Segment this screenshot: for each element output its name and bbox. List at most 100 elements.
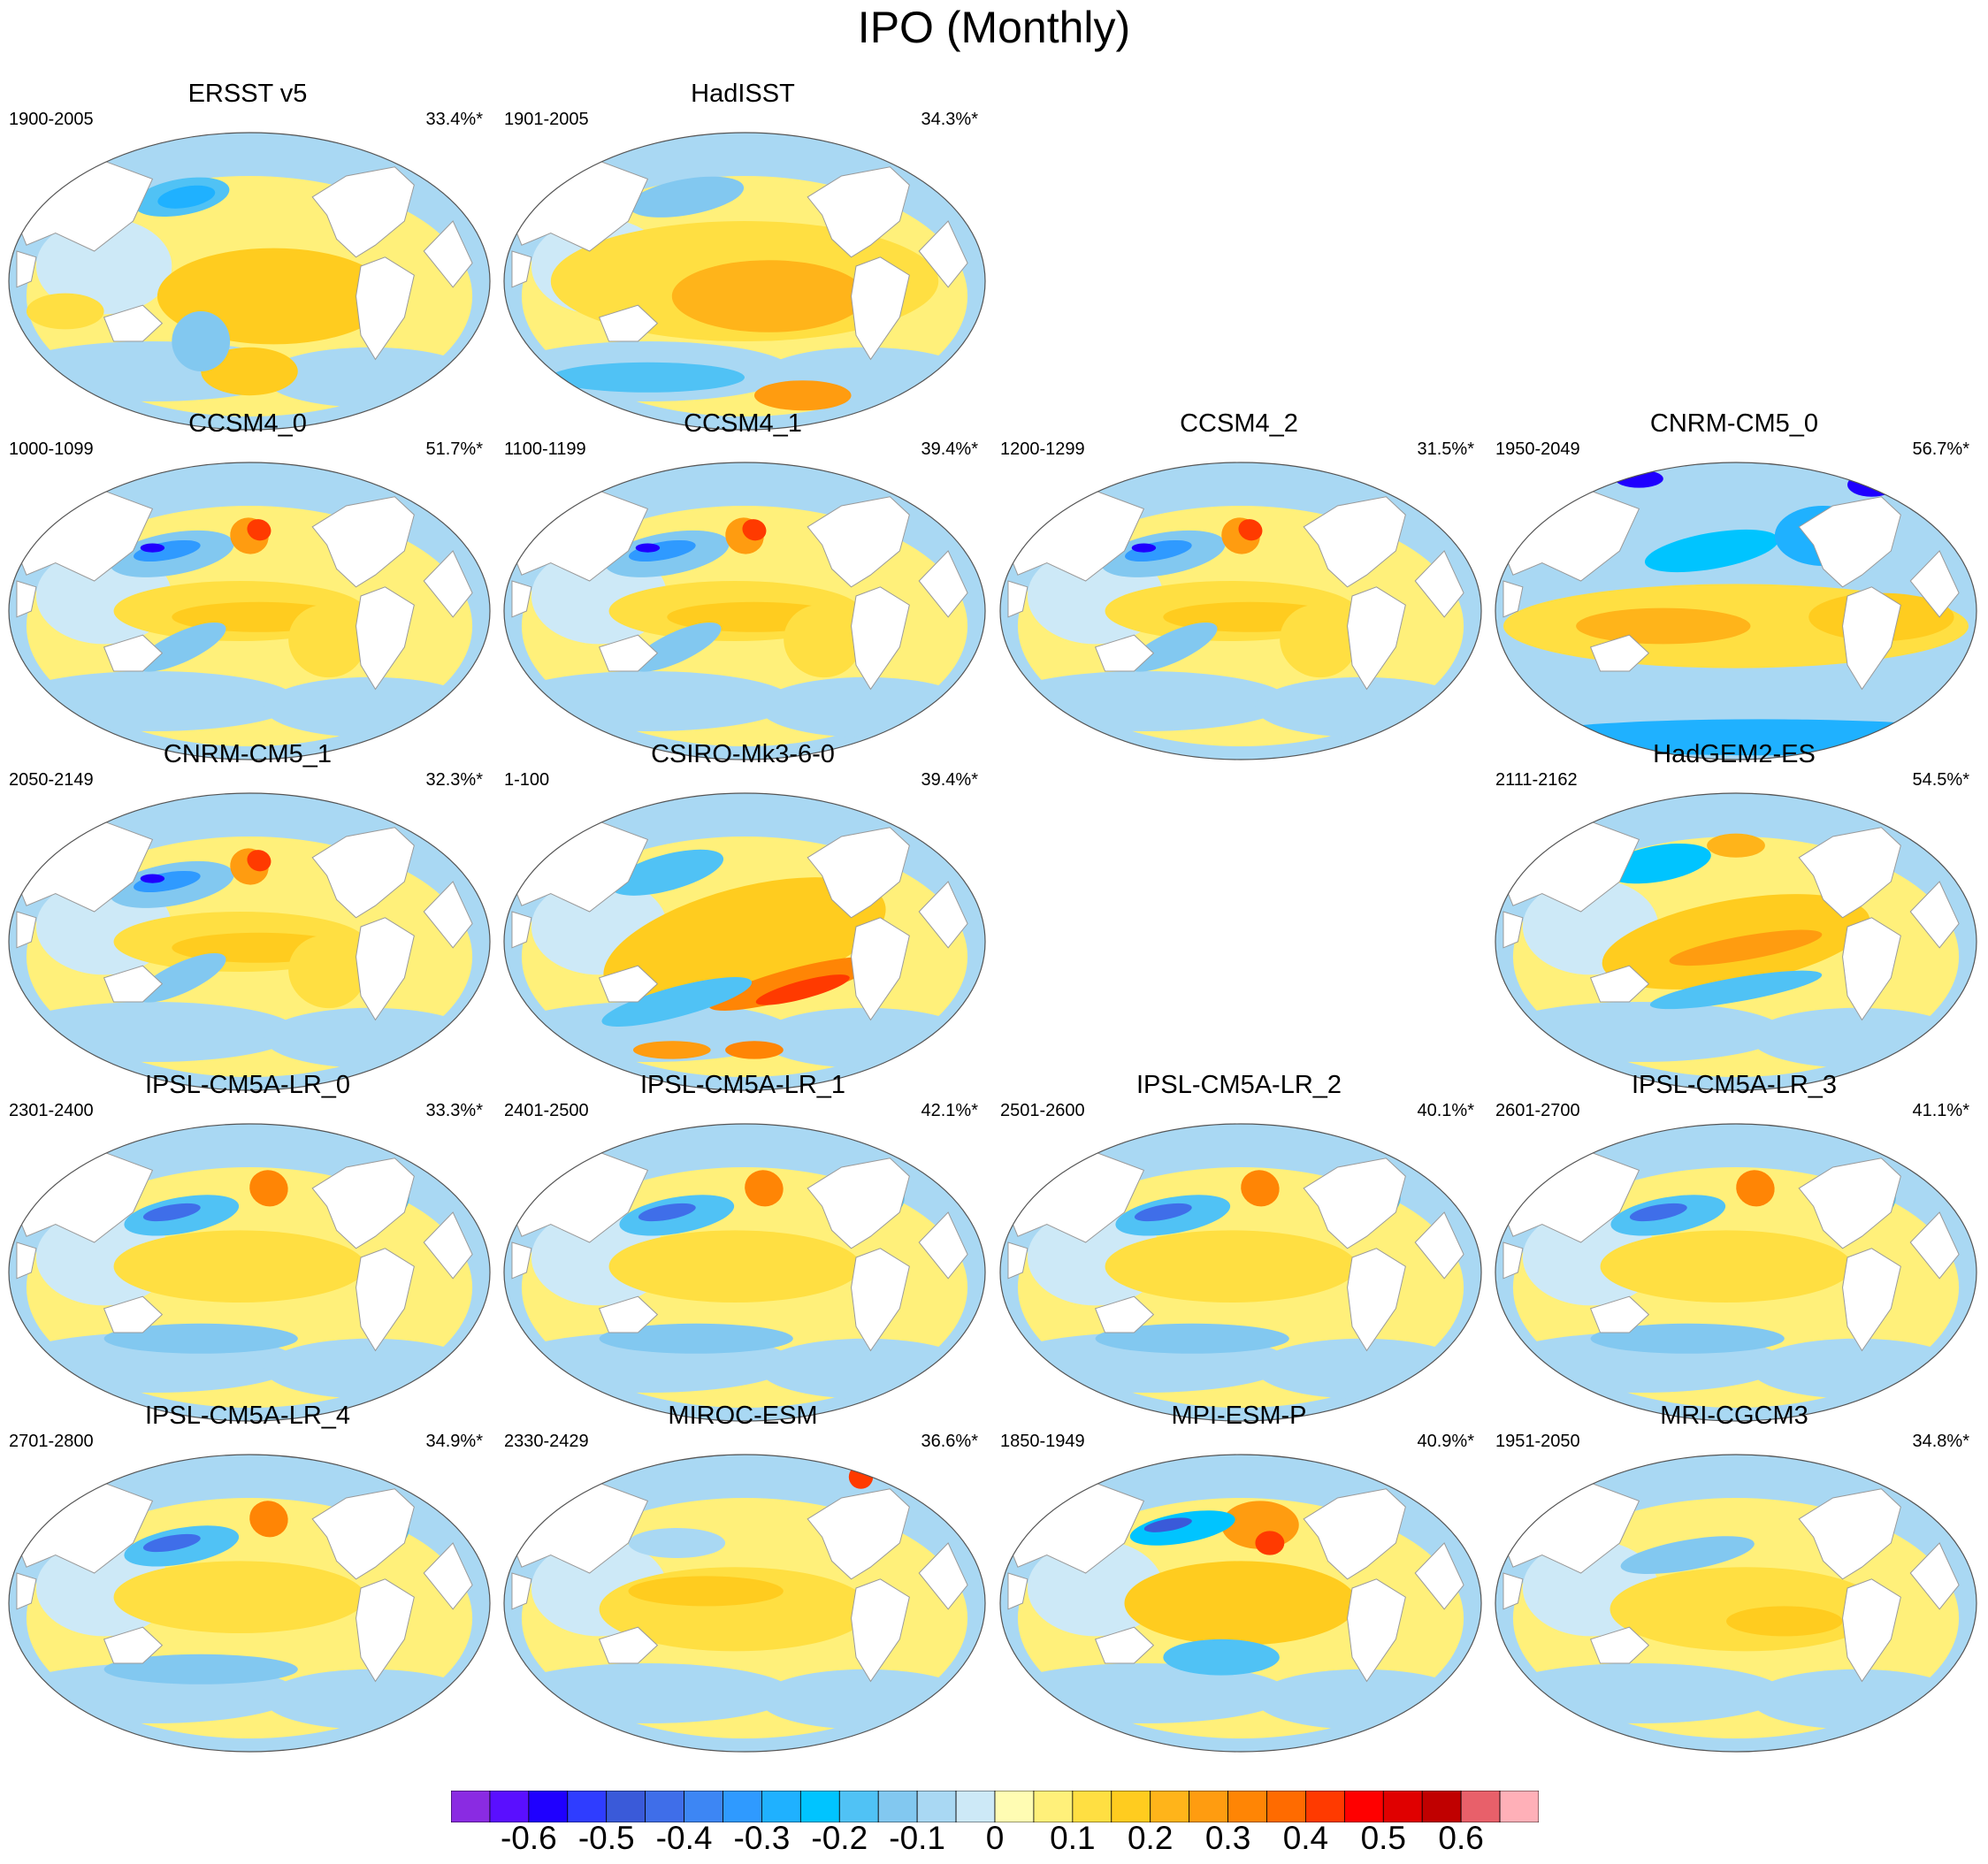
anomaly-contour — [288, 935, 366, 1009]
anomaly-contour — [1736, 1170, 1775, 1207]
anomaly-contour — [247, 519, 271, 541]
anomaly-contour — [628, 1528, 726, 1558]
colorbar-swatch — [567, 1791, 608, 1822]
anomaly-contour — [848, 1464, 874, 1489]
anomaly-contour — [1615, 470, 1663, 488]
landmass — [103, 634, 164, 672]
panel-period: 1900-2005 — [9, 110, 94, 129]
landmass — [103, 965, 164, 1003]
panel-title: HadISST — [691, 80, 795, 108]
colorbar-swatch — [877, 1791, 918, 1822]
anomaly-contour — [113, 1230, 366, 1303]
landmass — [1094, 1626, 1155, 1664]
landmass — [851, 1248, 910, 1352]
panel-title: CCSM4_2 — [1180, 409, 1298, 438]
colorbar-swatch — [1150, 1791, 1190, 1822]
map-svg — [999, 1454, 1482, 1753]
landmass — [1842, 917, 1901, 1021]
map-border — [1495, 1454, 1977, 1753]
map-svg — [8, 132, 491, 431]
anomaly-contour — [1707, 833, 1765, 858]
colorbar-swatch — [528, 1791, 569, 1822]
map-panel: MIROC-ESM 2330-2429 36.6%* — [495, 1402, 990, 1768]
anomaly-contour — [157, 185, 216, 209]
landmass — [807, 496, 910, 588]
map-panel: CCSM4_2 1200-1299 31.5%* — [991, 409, 1487, 775]
panel-title: CCSM4_1 — [684, 409, 802, 438]
map-border — [8, 462, 491, 760]
landmass — [311, 496, 415, 588]
colorbar-swatch — [1266, 1791, 1306, 1822]
panel-title: HadGEM2-ES — [1653, 740, 1816, 768]
anomaly-contour — [632, 622, 722, 672]
panel-period: 1901-2005 — [504, 110, 589, 129]
landmass — [1303, 496, 1406, 588]
colorbar-tick-label: 0.5 — [1360, 1820, 1406, 1856]
landmass — [16, 250, 37, 288]
anomaly-contour — [610, 849, 724, 896]
colorbar-swatch — [1499, 1791, 1539, 1822]
colorbar-swatch — [1189, 1791, 1228, 1822]
panel-title: CNRM-CM5_1 — [163, 740, 333, 768]
anomaly-contour — [1750, 1007, 1964, 1068]
panel-variance: 54.5%* — [1912, 770, 1970, 790]
anomaly-contour — [628, 1576, 784, 1607]
map-panel: CSIRO-Mk3-6-0 1-100 39.4%* — [495, 740, 990, 1106]
anomaly-contour — [1280, 604, 1357, 678]
panel-variance: 42.1%* — [921, 1101, 979, 1120]
anomaly-contour — [249, 1501, 288, 1538]
panel-title: IPSL-CM5A-LR_1 — [639, 1071, 846, 1099]
anomaly-contour — [9, 671, 298, 731]
anomaly-contour — [1255, 1531, 1285, 1555]
anomaly-contour — [601, 976, 753, 1027]
landmass — [423, 1542, 473, 1610]
landmass — [1094, 634, 1155, 672]
anomaly-contour — [1128, 622, 1218, 672]
landmass — [1798, 1157, 1901, 1249]
chart-title: IPO (Monthly) — [857, 3, 1131, 52]
map-svg — [1495, 462, 1977, 760]
anomaly-contour — [759, 1007, 973, 1068]
panel-period: 1000-1099 — [9, 439, 94, 459]
map-svg — [8, 792, 491, 1091]
landmass — [1347, 1248, 1406, 1352]
map-border — [503, 1123, 986, 1422]
landmass — [807, 1488, 910, 1580]
anomaly-contour — [1726, 1606, 1843, 1637]
landmass — [1589, 965, 1650, 1003]
map-panel: CCSM4_1 1100-1199 39.4%* — [495, 409, 990, 775]
map-svg — [999, 462, 1482, 760]
panel-title: IPSL-CM5A-LR_0 — [144, 1071, 351, 1099]
map-panel: MPI-ESM-P 1850-1949 40.9%* — [991, 1402, 1487, 1768]
anomaly-contour — [1649, 970, 1823, 1010]
colorbar-tick-label: 0.2 — [1127, 1820, 1174, 1856]
map-svg — [503, 462, 986, 760]
colorbar-tick-label: -0.2 — [811, 1820, 868, 1856]
colorbar-tick-label: 0.4 — [1282, 1820, 1329, 1856]
anomaly-contour — [1600, 1230, 1853, 1303]
landmass — [1347, 586, 1406, 691]
map-border — [8, 792, 491, 1091]
map-border — [1495, 1123, 1977, 1422]
colorbar-swatch — [955, 1791, 996, 1822]
map-svg — [999, 1123, 1482, 1422]
map-panel: IPSL-CM5A-LR_0 2301-2400 33.3%* — [0, 1071, 495, 1437]
landmass — [16, 911, 37, 949]
colorbar-tick-label: -0.6 — [500, 1820, 557, 1856]
landmass — [16, 1572, 37, 1610]
landmass — [423, 1211, 473, 1280]
landmass — [1798, 827, 1901, 919]
landmass — [807, 1157, 910, 1249]
anomaly-contour — [629, 539, 696, 562]
colorbar-swatch — [723, 1791, 762, 1822]
map-panel: CCSM4_0 1000-1099 51.7%* — [0, 409, 495, 775]
anomaly-contour — [1255, 676, 1469, 737]
map-svg — [8, 1454, 491, 1753]
landmass — [851, 917, 910, 1021]
landmass — [1502, 1572, 1524, 1610]
landmass — [1909, 1542, 1960, 1610]
panel-title: MPI-ESM-P — [1171, 1402, 1307, 1430]
anomaly-contour — [608, 1230, 861, 1303]
landmass — [356, 586, 415, 691]
landmass — [1502, 580, 1524, 618]
